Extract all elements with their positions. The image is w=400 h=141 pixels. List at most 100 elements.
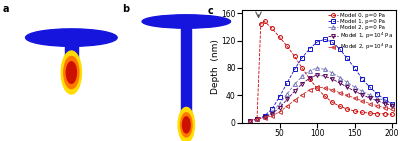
Model 0, p=0 Pa: [255, 118, 260, 120]
Model 0, p=0 Pa: [277, 36, 282, 38]
Text: a: a: [2, 4, 9, 14]
Model 2, p=10$^4$ Pa: [315, 86, 320, 88]
Line: Model 2, p=10$^4$ Pa: Model 2, p=10$^4$ Pa: [248, 85, 394, 123]
Circle shape: [64, 56, 79, 89]
Ellipse shape: [142, 15, 230, 28]
Model 1, p=10$^4$ Pa: [337, 82, 342, 84]
Model 1, p=0 Pa: [360, 78, 364, 80]
Model 1, p=0 Pa: [270, 108, 274, 110]
Text: c: c: [208, 6, 214, 16]
Model 1, p=0 Pa: [375, 93, 380, 95]
Model 2, p=0 Pa: [270, 112, 274, 113]
Line: Model 2, p=0 Pa: Model 2, p=0 Pa: [248, 66, 394, 123]
Model 0, p=0 Pa: [367, 112, 372, 114]
Line: Model 0, p=0 Pa: Model 0, p=0 Pa: [248, 20, 394, 123]
Model 0, p=0 Pa: [307, 78, 312, 80]
Model 0, p=0 Pa: [300, 67, 304, 69]
Polygon shape: [181, 21, 191, 115]
Model 1, p=0 Pa: [337, 48, 342, 50]
Y-axis label: Depth  (nm): Depth (nm): [211, 39, 220, 94]
Model 1, p=10$^4$ Pa: [322, 75, 327, 77]
Model 1, p=10$^4$ Pa: [345, 86, 350, 88]
Model 2, p=0 Pa: [277, 103, 282, 104]
Model 2, p=0 Pa: [322, 69, 327, 70]
Model 1, p=10$^4$ Pa: [330, 78, 334, 80]
Line: Model 1, p=10$^4$ Pa: Model 1, p=10$^4$ Pa: [248, 73, 394, 123]
Circle shape: [181, 113, 192, 137]
Model 2, p=0 Pa: [285, 93, 290, 95]
Model 2, p=10$^4$ Pa: [307, 89, 312, 91]
Model 0, p=0 Pa: [322, 95, 327, 97]
Model 1, p=10$^4$ Pa: [300, 83, 304, 85]
Model 2, p=10$^4$ Pa: [277, 111, 282, 113]
Model 2, p=10$^4$ Pa: [300, 94, 304, 95]
Model 1, p=0 Pa: [292, 69, 297, 70]
Model 2, p=0 Pa: [367, 94, 372, 96]
Model 1, p=10$^4$ Pa: [262, 116, 267, 118]
Model 2, p=10$^4$ Pa: [330, 89, 334, 91]
Model 0, p=0 Pa: [337, 105, 342, 107]
Model 2, p=10$^4$ Pa: [255, 118, 260, 120]
Model 2, p=0 Pa: [360, 90, 364, 92]
Model 1, p=10$^4$ Pa: [315, 74, 320, 76]
Model 0, p=0 Pa: [345, 108, 350, 110]
Model 1, p=0 Pa: [322, 38, 327, 40]
Model 2, p=10$^4$ Pa: [390, 108, 395, 110]
Model 1, p=0 Pa: [300, 57, 304, 59]
Model 1, p=0 Pa: [307, 48, 312, 50]
Model 0, p=0 Pa: [262, 21, 267, 22]
Model 2, p=0 Pa: [247, 120, 252, 121]
Model 1, p=10$^4$ Pa: [247, 120, 252, 121]
Model 2, p=10$^4$ Pa: [322, 87, 327, 89]
Model 1, p=10$^4$ Pa: [270, 113, 274, 115]
Model 0, p=0 Pa: [315, 88, 320, 89]
Line: Model 1, p=0 Pa: Model 1, p=0 Pa: [248, 37, 394, 123]
Model 1, p=10$^4$ Pa: [292, 90, 297, 92]
Model 2, p=10$^4$ Pa: [367, 103, 372, 104]
Model 2, p=0 Pa: [292, 83, 297, 85]
Model 1, p=0 Pa: [247, 120, 252, 121]
Model 2, p=10$^4$ Pa: [285, 105, 290, 107]
Model 0, p=0 Pa: [390, 114, 395, 115]
Model 1, p=0 Pa: [277, 96, 282, 98]
Model 1, p=0 Pa: [345, 58, 350, 59]
Polygon shape: [65, 38, 78, 58]
Model 2, p=0 Pa: [307, 70, 312, 72]
Model 0, p=0 Pa: [292, 56, 297, 57]
Model 2, p=10$^4$ Pa: [337, 92, 342, 93]
Model 2, p=10$^4$ Pa: [247, 120, 252, 121]
Model 2, p=0 Pa: [352, 86, 357, 88]
Text: b: b: [122, 4, 130, 14]
Model 0, p=0 Pa: [360, 112, 364, 113]
Model 2, p=0 Pa: [330, 72, 334, 74]
Model 2, p=0 Pa: [337, 77, 342, 78]
Model 1, p=10$^4$ Pa: [307, 77, 312, 79]
Model 1, p=10$^4$ Pa: [382, 103, 387, 104]
Circle shape: [66, 62, 76, 83]
Model 2, p=10$^4$ Pa: [262, 117, 267, 119]
Circle shape: [182, 117, 190, 133]
Model 2, p=0 Pa: [390, 103, 395, 104]
Ellipse shape: [26, 29, 117, 46]
Circle shape: [178, 107, 194, 141]
Model 2, p=10$^4$ Pa: [345, 94, 350, 96]
Model 2, p=10$^4$ Pa: [270, 115, 274, 117]
Model 1, p=0 Pa: [255, 118, 260, 120]
Model 2, p=0 Pa: [345, 81, 350, 83]
Model 2, p=10$^4$ Pa: [360, 100, 364, 102]
Model 1, p=10$^4$ Pa: [375, 100, 380, 102]
Model 2, p=0 Pa: [262, 116, 267, 118]
Model 1, p=0 Pa: [330, 41, 334, 43]
Model 0, p=0 Pa: [330, 101, 334, 103]
Model 2, p=0 Pa: [300, 75, 304, 77]
Model 0, p=0 Pa: [247, 120, 252, 121]
Model 2, p=0 Pa: [315, 67, 320, 69]
Model 0, p=0 Pa: [352, 110, 357, 112]
Model 1, p=0 Pa: [352, 67, 357, 69]
Model 2, p=10$^4$ Pa: [292, 99, 297, 101]
Circle shape: [61, 51, 82, 94]
Model 1, p=0 Pa: [262, 115, 267, 117]
Model 0, p=0 Pa: [285, 45, 290, 47]
Model 2, p=10$^4$ Pa: [375, 105, 380, 106]
Model 2, p=0 Pa: [255, 118, 260, 120]
